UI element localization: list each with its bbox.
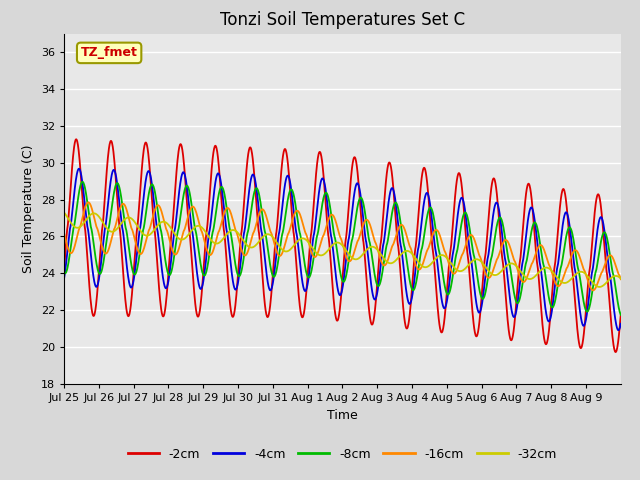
-16cm (312, 253, 320, 259)
-8cm (444, 292, 452, 298)
-8cm (312, 238, 320, 244)
-16cm (589, 288, 596, 293)
-32cm (312, 250, 319, 255)
-4cm (312, 215, 320, 221)
-16cm (70, 244, 78, 250)
Line: -2cm: -2cm (64, 139, 621, 352)
-16cm (444, 258, 452, 264)
-32cm (581, 271, 589, 276)
-32cm (160, 219, 168, 225)
-4cm (614, 327, 622, 333)
-16cm (617, 276, 625, 282)
-16cm (84, 200, 92, 205)
-32cm (596, 284, 604, 290)
-2cm (60, 269, 68, 275)
Title: Tonzi Soil Temperatures Set C: Tonzi Soil Temperatures Set C (220, 11, 465, 29)
-32cm (617, 276, 625, 281)
-2cm (160, 312, 168, 318)
X-axis label: Time: Time (327, 408, 358, 421)
-2cm (312, 171, 320, 177)
-8cm (582, 306, 589, 312)
-4cm (75, 166, 83, 172)
Line: -16cm: -16cm (64, 203, 621, 290)
-16cm (60, 230, 68, 236)
-32cm (345, 251, 353, 257)
-2cm (617, 311, 625, 317)
Line: -4cm: -4cm (64, 169, 621, 330)
-8cm (617, 312, 625, 318)
-4cm (582, 320, 589, 325)
-32cm (60, 209, 68, 215)
-2cm (582, 316, 589, 322)
-8cm (346, 254, 353, 260)
-8cm (70, 221, 78, 227)
-4cm (160, 280, 168, 286)
-2cm (612, 349, 620, 355)
-16cm (160, 218, 168, 224)
-4cm (346, 234, 353, 240)
Y-axis label: Soil Temperature (C): Soil Temperature (C) (22, 144, 35, 273)
-16cm (346, 258, 353, 264)
-4cm (617, 321, 625, 327)
Text: TZ_fmet: TZ_fmet (81, 47, 138, 60)
-4cm (70, 189, 78, 194)
-32cm (70, 224, 78, 229)
Line: -32cm: -32cm (64, 212, 621, 287)
-8cm (60, 269, 68, 275)
Legend: -2cm, -4cm, -8cm, -16cm, -32cm: -2cm, -4cm, -8cm, -16cm, -32cm (123, 443, 562, 466)
-8cm (160, 248, 168, 253)
Line: -8cm: -8cm (64, 182, 621, 315)
-2cm (70, 142, 78, 148)
-2cm (72, 136, 80, 142)
-4cm (444, 290, 452, 296)
-4cm (60, 276, 68, 282)
-2cm (444, 273, 452, 279)
-16cm (582, 270, 589, 276)
-32cm (444, 256, 452, 262)
-2cm (346, 197, 353, 203)
-8cm (79, 179, 86, 185)
